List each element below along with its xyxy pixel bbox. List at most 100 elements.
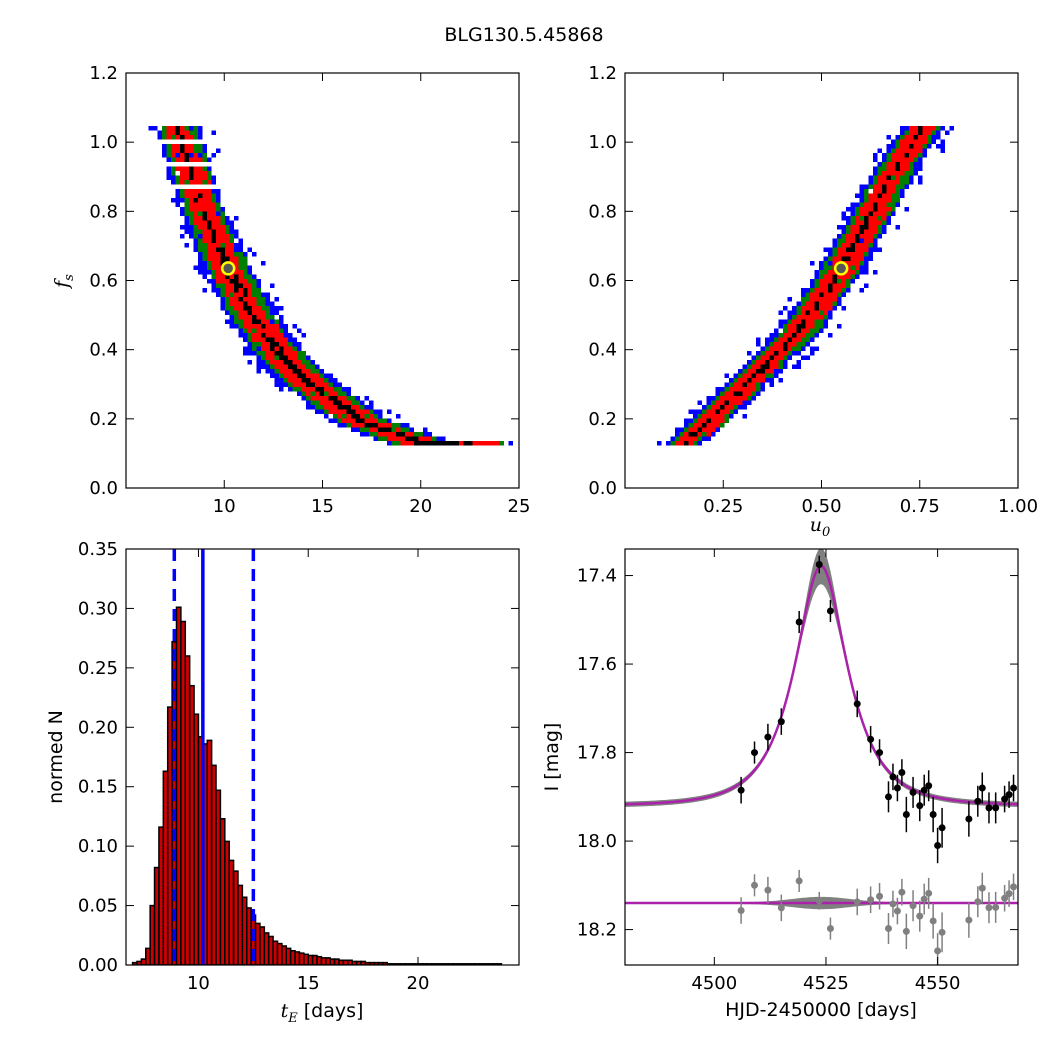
density-cell [220, 220, 225, 225]
density-cell [207, 202, 212, 207]
density-cell [315, 378, 320, 383]
density-cell [175, 193, 180, 198]
density-cell [211, 247, 216, 252]
density-cell [801, 337, 806, 342]
density-cell [274, 373, 279, 378]
density-cell [274, 333, 279, 338]
density-cell [859, 265, 864, 270]
density-cell [270, 364, 275, 369]
density-cell [391, 427, 396, 432]
density-cell [243, 288, 248, 293]
density-cell [306, 373, 311, 378]
density-cell [459, 441, 464, 446]
density-cell [184, 211, 189, 216]
density-cell [243, 301, 248, 306]
density-cell [850, 202, 855, 207]
density-cell [189, 171, 194, 176]
density-cell [162, 148, 167, 153]
density-cell [814, 270, 819, 275]
density-cell [796, 310, 801, 315]
density-cell [733, 378, 738, 383]
density-cell [261, 319, 266, 324]
density-cell [702, 409, 707, 414]
density-cell [823, 256, 828, 261]
density-cell [234, 288, 239, 293]
density-cell [360, 418, 365, 423]
density-cell [283, 364, 288, 369]
figure-title: BLG130.5.45868 [444, 24, 603, 46]
density-cell [315, 405, 320, 410]
density-cell [288, 355, 293, 360]
density-cell [931, 135, 936, 140]
density-cell [198, 252, 203, 257]
density-cell [202, 274, 207, 279]
density-cell [202, 229, 207, 234]
density-cell [805, 355, 810, 360]
density-cell [198, 229, 203, 234]
density-cell [837, 238, 842, 243]
density-cell [234, 297, 239, 302]
density-cell [882, 229, 887, 234]
density-cell [207, 211, 212, 216]
density-cell [198, 234, 203, 239]
density-cell [225, 301, 230, 306]
density-cell [301, 396, 306, 401]
density-cell [274, 364, 279, 369]
density-cell [162, 144, 167, 149]
density-cell [238, 328, 243, 333]
density-cell [252, 315, 257, 320]
density-cell [207, 234, 212, 239]
density-cell [171, 126, 176, 131]
density-cell [238, 238, 243, 243]
density-cell [261, 364, 266, 369]
density-cell [234, 319, 239, 324]
density-cell [400, 436, 405, 441]
density-cell [783, 364, 788, 369]
density-cell [859, 238, 864, 243]
density-cell [279, 315, 284, 320]
density-cell [288, 382, 293, 387]
density-cell [247, 333, 252, 338]
density-cell [315, 396, 320, 401]
density-cell [351, 396, 356, 401]
density-cell [765, 346, 770, 351]
density-cell [297, 346, 302, 351]
density-cell [220, 306, 225, 311]
density-cell [175, 130, 180, 135]
density-cell [279, 382, 284, 387]
density-cell [850, 211, 855, 216]
density-cell [873, 238, 878, 243]
density-cell [256, 346, 261, 351]
density-cell [814, 283, 819, 288]
density-cell [193, 243, 198, 248]
density-cell [189, 207, 194, 212]
density-cell [252, 342, 257, 347]
density-cell [283, 373, 288, 378]
density-cell [810, 279, 815, 284]
density-cell [841, 216, 846, 221]
density-cell [198, 265, 203, 270]
density-cell [211, 211, 216, 216]
density-cell [288, 333, 293, 338]
density-cell [207, 180, 212, 185]
density-cell [319, 409, 324, 414]
density-cell [180, 189, 185, 194]
density-cell [238, 315, 243, 320]
density-cell [211, 256, 216, 261]
density-cell [306, 400, 311, 405]
y-axis-label: fs [51, 274, 77, 290]
density-cell [472, 441, 477, 446]
density-cell [256, 297, 261, 302]
density-cell [202, 265, 207, 270]
density-cell [342, 396, 347, 401]
density-cell [225, 243, 230, 248]
density-cell [211, 288, 216, 293]
density-cell [382, 418, 387, 423]
density-cell [769, 337, 774, 342]
density-cell [886, 148, 891, 153]
density-cell [216, 234, 221, 239]
density-cell [364, 409, 369, 414]
density-cell [810, 328, 815, 333]
density-cell [198, 130, 203, 135]
density-cell [220, 234, 225, 239]
